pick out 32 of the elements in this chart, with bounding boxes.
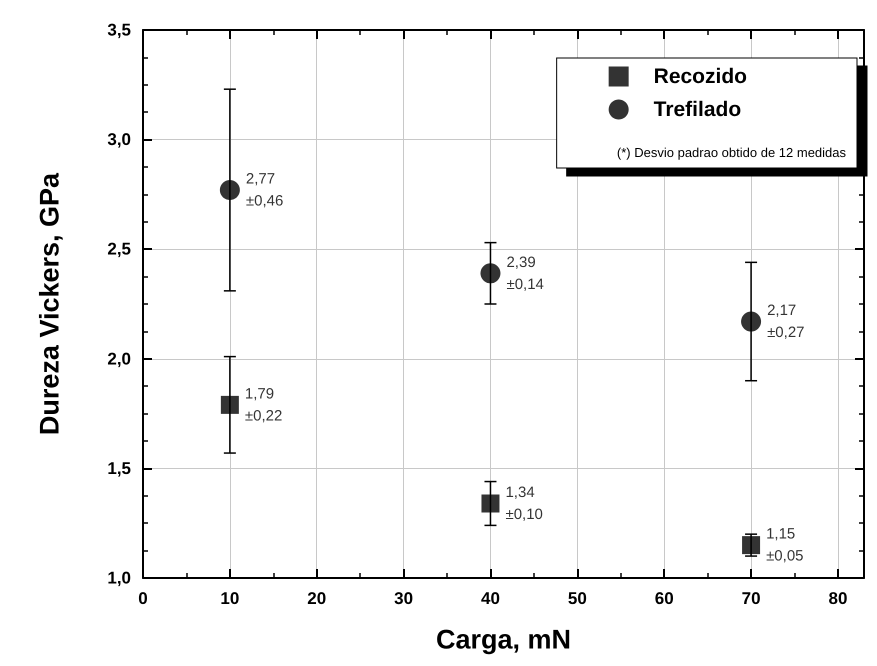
legend-label: Trefilado	[654, 98, 742, 121]
data-label: 2,17 ±0,27	[767, 302, 805, 342]
y-tick-label: 1,0	[107, 568, 131, 588]
data-label: 2,77 ±0,46	[246, 170, 284, 210]
x-tick-label: 40	[481, 589, 500, 608]
point	[741, 312, 762, 332]
y-tick-label: 2,5	[107, 240, 131, 259]
x-tick-label: 50	[568, 589, 587, 608]
y-tick-label: 3,5	[107, 20, 131, 40]
data-label: 2,39 ±0,14	[506, 254, 544, 293]
data-label: 1,79 ±0,22	[244, 385, 282, 424]
point	[220, 180, 240, 200]
x-tick-label: 60	[654, 589, 674, 608]
point	[220, 396, 239, 414]
x-tick-label: 20	[307, 589, 326, 608]
x-tick-label: 30	[394, 589, 414, 608]
point	[480, 263, 500, 284]
y-tick-label: 3,0	[107, 130, 131, 150]
point	[481, 494, 500, 512]
legend-label: Recozido	[654, 65, 747, 88]
annotation: (*) Desvio padrao obtido de 12 medidas	[616, 145, 846, 160]
point	[742, 536, 760, 554]
y-tick-label: 2,0	[107, 349, 131, 368]
x-tick-label: 0	[138, 589, 148, 608]
x-axis-title: Carga, mN	[436, 624, 572, 654]
x-tick-label: 10	[220, 589, 240, 608]
x-tick-label: 70	[742, 589, 761, 608]
y-axis-title: Dureza Vickers, GPa	[34, 172, 64, 436]
y-tick-label: 1,5	[107, 458, 131, 478]
x-tick-label: 80	[828, 589, 848, 608]
data-label: 1,15 ±0,05	[766, 526, 804, 565]
data-label: 1,34 ±0,10	[505, 484, 543, 523]
